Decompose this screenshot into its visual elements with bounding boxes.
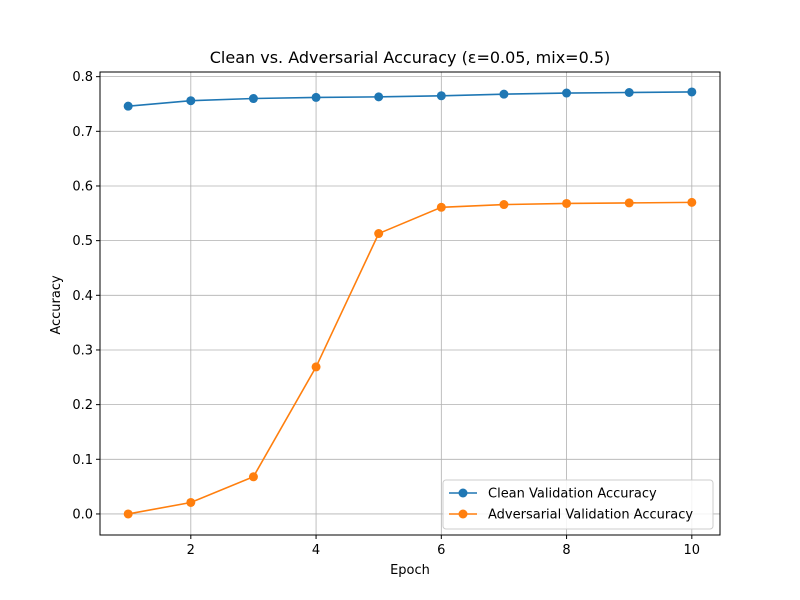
data-point bbox=[562, 198, 572, 208]
data-point bbox=[374, 229, 384, 239]
x-axis-label: Epoch bbox=[390, 563, 430, 578]
series-line bbox=[128, 201, 692, 515]
data-point bbox=[186, 497, 196, 507]
y-tick-label: 0.0 bbox=[72, 507, 93, 522]
data-point bbox=[436, 202, 446, 212]
legend-marker bbox=[458, 509, 468, 519]
y-tick-label: 0.4 bbox=[72, 289, 93, 304]
series-2 bbox=[123, 197, 697, 519]
data-point bbox=[311, 362, 321, 372]
data-point bbox=[186, 96, 196, 106]
data-point bbox=[436, 91, 446, 101]
data-point bbox=[687, 197, 697, 207]
legend: Clean Validation Accuracy Adversarial Val… bbox=[442, 479, 714, 530]
data-point bbox=[562, 88, 572, 98]
data-point bbox=[687, 87, 697, 97]
legend-marker bbox=[458, 488, 468, 498]
data-point bbox=[624, 87, 634, 97]
plot-area-frame bbox=[99, 71, 721, 536]
data-point bbox=[123, 101, 133, 111]
legend-label: Clean Validation Accuracy bbox=[488, 487, 657, 502]
y-tick-label: 0.6 bbox=[72, 179, 93, 194]
grid-lines bbox=[100, 72, 720, 535]
legend-box bbox=[442, 479, 714, 530]
data-point bbox=[624, 198, 634, 208]
y-tick-label: 0.7 bbox=[72, 125, 93, 140]
x-tick-label: 10 bbox=[684, 543, 701, 558]
series-line bbox=[128, 91, 692, 107]
data-point bbox=[374, 92, 384, 102]
x-tick-label: 8 bbox=[562, 543, 570, 558]
data-point bbox=[499, 200, 509, 210]
y-tick-label: 0.1 bbox=[72, 453, 93, 468]
chart-title: Clean vs. Adversarial Accuracy (ε=0.05, … bbox=[210, 48, 611, 67]
data-point bbox=[123, 509, 133, 519]
x-tick-label: 6 bbox=[437, 543, 445, 558]
data-point bbox=[248, 94, 258, 104]
y-tick-label: 0.5 bbox=[72, 234, 93, 249]
series-1 bbox=[123, 87, 697, 111]
data-point bbox=[248, 472, 258, 482]
x-tick-label: 4 bbox=[312, 543, 320, 558]
axis-ticks: 2 4 6 8 10 0.0 0.1 0.2 0.3 0.4 0.5 0.6 0.7 0.8 bbox=[72, 70, 700, 558]
y-tick-label: 0.3 bbox=[72, 343, 93, 358]
series-group bbox=[123, 87, 697, 519]
y-tick-label: 0.8 bbox=[72, 70, 93, 85]
x-tick-label: 2 bbox=[187, 543, 195, 558]
y-tick-label: 0.2 bbox=[72, 398, 93, 413]
data-point bbox=[311, 92, 321, 102]
y-axis-label: Accuracy bbox=[49, 275, 64, 335]
data-point bbox=[499, 89, 509, 99]
legend-label: Adversarial Validation Accuracy bbox=[488, 508, 693, 523]
